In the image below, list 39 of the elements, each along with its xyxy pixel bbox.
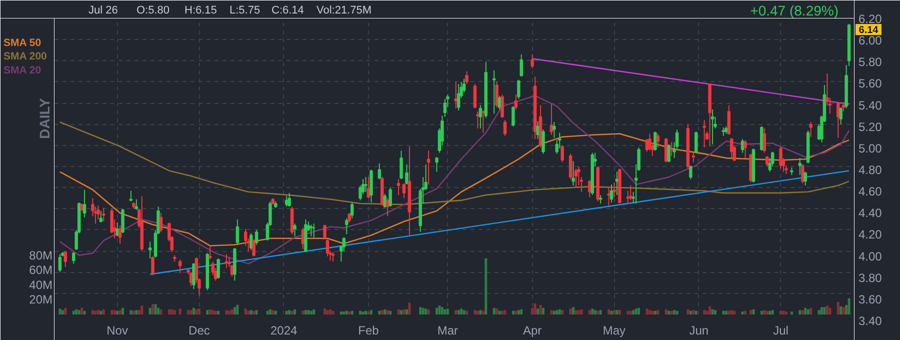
y-tick-label: 3.80 [858,270,882,285]
text: 6.14 [858,25,879,36]
x-tick-label: Apr [522,324,542,338]
y2-tick-label: 40M [29,278,53,292]
text: O:5.80 [136,4,170,16]
y-tick-label: 3.40 [858,314,882,328]
text: SMA 200 [4,50,48,63]
y-tick-label: 4.00 [858,249,882,264]
y-tick-label: 4.40 [858,206,882,220]
y-tick-label: 4.60 [858,184,882,199]
x-tick-label: Mar [437,324,458,338]
y-tick-label: 5.60 [858,76,882,91]
text: L:5.75 [230,4,260,16]
y-tick-label: 5.80 [858,55,882,70]
x-tick-label: Jun [689,324,709,338]
y-tick-label: 6.00 [858,34,882,48]
y-tick-label: 6.20 [858,12,882,26]
text: Jul 26 [88,4,118,16]
y-tick-label: 4.80 [858,163,882,177]
y2-tick-label: 80M [29,248,53,262]
y-tick-label: 5.20 [858,120,882,134]
x-tick-label: May [602,324,626,338]
y-tick-label: 5.00 [858,141,882,156]
y-tick-label: 4.20 [858,228,882,242]
x-tick-label: Jul [773,324,788,338]
y2-tick-label: 60M [29,263,53,278]
x-tick-label: Nov [106,324,128,338]
text: Vol:21.75M [316,4,372,16]
x-tick-label: 2024 [270,324,298,338]
x-tick-label: Dec [188,324,210,338]
text: SMA 20 [4,64,42,76]
y-tick-label: 3.60 [858,292,882,306]
text: C:6.14 [272,4,304,16]
text: SMA 50 [4,37,42,50]
text: H:6.15 [184,4,217,16]
y-tick-label: 5.40 [858,98,882,112]
y2-tick-label: 20M [29,292,53,307]
x-tick-label: Feb [358,324,380,338]
text: DAILY [36,97,52,139]
